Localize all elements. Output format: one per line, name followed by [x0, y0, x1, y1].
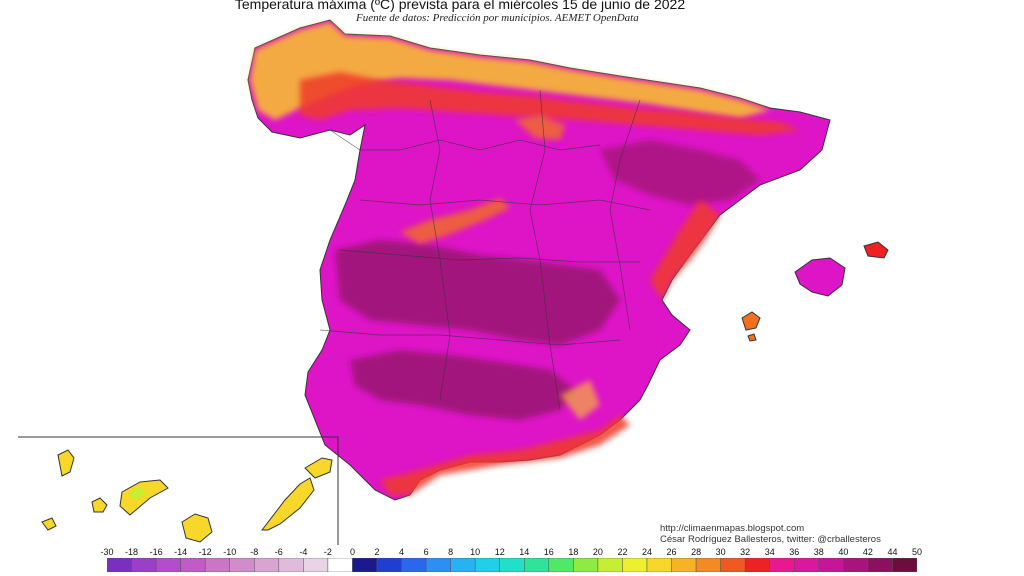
- legend-swatch: [646, 558, 672, 572]
- legend-swatch: [327, 558, 353, 572]
- temperature-legend-bar: [107, 558, 917, 572]
- legend-tick-label: -4: [299, 547, 308, 557]
- legend-swatch: [597, 558, 623, 572]
- legend-swatch: [769, 558, 795, 572]
- legend-tick-label: -14: [174, 547, 188, 557]
- legend-swatch: [303, 558, 329, 572]
- legend-tick-label: 40: [838, 547, 849, 557]
- legend-tick-label: 22: [617, 547, 628, 557]
- legend-swatch: [671, 558, 697, 572]
- legend-tick-label: 16: [543, 547, 554, 557]
- legend-tick-label: 12: [494, 547, 505, 557]
- east-coast-cool-zone: [650, 200, 720, 300]
- legend-tick-label: 34: [764, 547, 775, 557]
- map-title: Temperatura máxima (ºC) prevista para el…: [234, 0, 686, 12]
- menorca-shape: [863, 241, 889, 259]
- legend-swatch: [401, 558, 427, 572]
- ibiza-shape: [741, 311, 761, 331]
- canary-islands: [41, 449, 333, 543]
- legend-swatch: [794, 558, 820, 572]
- legend-tick-label: 44: [887, 547, 898, 557]
- legend-tick-label: 4: [399, 547, 405, 557]
- legend-tick-label: -30: [100, 547, 114, 557]
- legend-swatch: [474, 558, 500, 572]
- legend-tick-label: 42: [862, 547, 873, 557]
- legend-tick-label: 10: [470, 547, 481, 557]
- legend-swatch: [573, 558, 599, 572]
- legend-swatch: [499, 558, 525, 572]
- legend-swatch: [425, 558, 451, 572]
- legend-swatch: [695, 558, 721, 572]
- legend-tick-label: 38: [813, 547, 824, 557]
- legend-swatch: [548, 558, 574, 572]
- legend-swatch: [744, 558, 770, 572]
- map-subtitle: Fuente de datos: Predicción por municipi…: [356, 12, 639, 24]
- legend-tick-label: 20: [592, 547, 603, 557]
- region-borders: [319, 89, 651, 411]
- legend-tick-label: -8: [250, 547, 259, 557]
- credits-url[interactable]: http://climaenmapas.blogspot.com: [660, 523, 805, 534]
- spain-temperature-map: [18, 19, 889, 545]
- legend-swatch: [524, 558, 550, 572]
- legend-tick-label: -2: [323, 547, 332, 557]
- legend-swatch: [818, 558, 844, 572]
- legend-swatch: [352, 558, 378, 572]
- legend-swatch: [376, 558, 402, 572]
- legend-tick-labels: -30 -18 -16 -14 -12 -10 -8 -6 -4 -2 0 2 4 6 8 10 12 14 16 1…: [0, 547, 1024, 559]
- legend-tick-label: 26: [666, 547, 677, 557]
- legend-tick-label: 18: [568, 547, 579, 557]
- credits-author: César Rodríguez Ballesteros, twitter: @c…: [660, 534, 881, 545]
- legend-swatch: [843, 558, 869, 572]
- legend-tick-label: 28: [691, 547, 702, 557]
- legend-swatch: [131, 558, 157, 572]
- central-system-cool-zone: [400, 198, 510, 244]
- north-coast-band: [250, 22, 770, 120]
- credits: http://climaenmapas.blogspot.com César R…: [660, 523, 881, 545]
- canarias-inset-frame: [18, 436, 339, 545]
- guadalquivir-hot-zone: [350, 350, 575, 420]
- legend-tick-label: 0: [349, 547, 355, 557]
- legend-swatch: [229, 558, 255, 572]
- legend-tick-label: -12: [198, 547, 212, 557]
- mallorca-shape: [794, 257, 846, 297]
- legend-swatch: [622, 558, 648, 572]
- legend-tick-label: 30: [715, 547, 726, 557]
- legend-swatch: [892, 558, 917, 572]
- legend-swatch: [204, 558, 230, 572]
- legend-swatch: [720, 558, 746, 572]
- south-coast-cool-zone: [380, 415, 630, 495]
- legend-swatch: [254, 558, 280, 572]
- legend-tick-label: 32: [740, 547, 751, 557]
- ebro-hot-zone: [600, 140, 760, 205]
- legend-swatch: [155, 558, 181, 572]
- legend-tick-label: 36: [789, 547, 800, 557]
- legend-tick-label: 2: [374, 547, 380, 557]
- legend-tick-label: -16: [149, 547, 163, 557]
- legend-swatch: [450, 558, 476, 572]
- guadiana-hot-zone: [335, 240, 620, 345]
- southeast-cool-zone: [560, 380, 600, 420]
- legend-tick-label: 14: [519, 547, 530, 557]
- iberian-cool-zone: [515, 115, 565, 140]
- legend-tick-label: 8: [448, 547, 454, 557]
- legend-swatch: [278, 558, 304, 572]
- legend-swatch: [107, 558, 132, 572]
- legend-tick-label: 50: [911, 547, 923, 557]
- formentera-shape: [747, 333, 757, 342]
- tenerife-peak-shape: [128, 486, 146, 500]
- legend-swatch: [180, 558, 206, 572]
- legend-tick-label: -10: [223, 547, 237, 557]
- legend-swatch: [867, 558, 893, 572]
- legend-tick-label: 24: [641, 547, 653, 557]
- legend-tick-label: -18: [125, 547, 139, 557]
- legend-tick-label: -6: [274, 547, 283, 557]
- north-red-band: [300, 72, 800, 135]
- legend-tick-label: 6: [423, 547, 429, 557]
